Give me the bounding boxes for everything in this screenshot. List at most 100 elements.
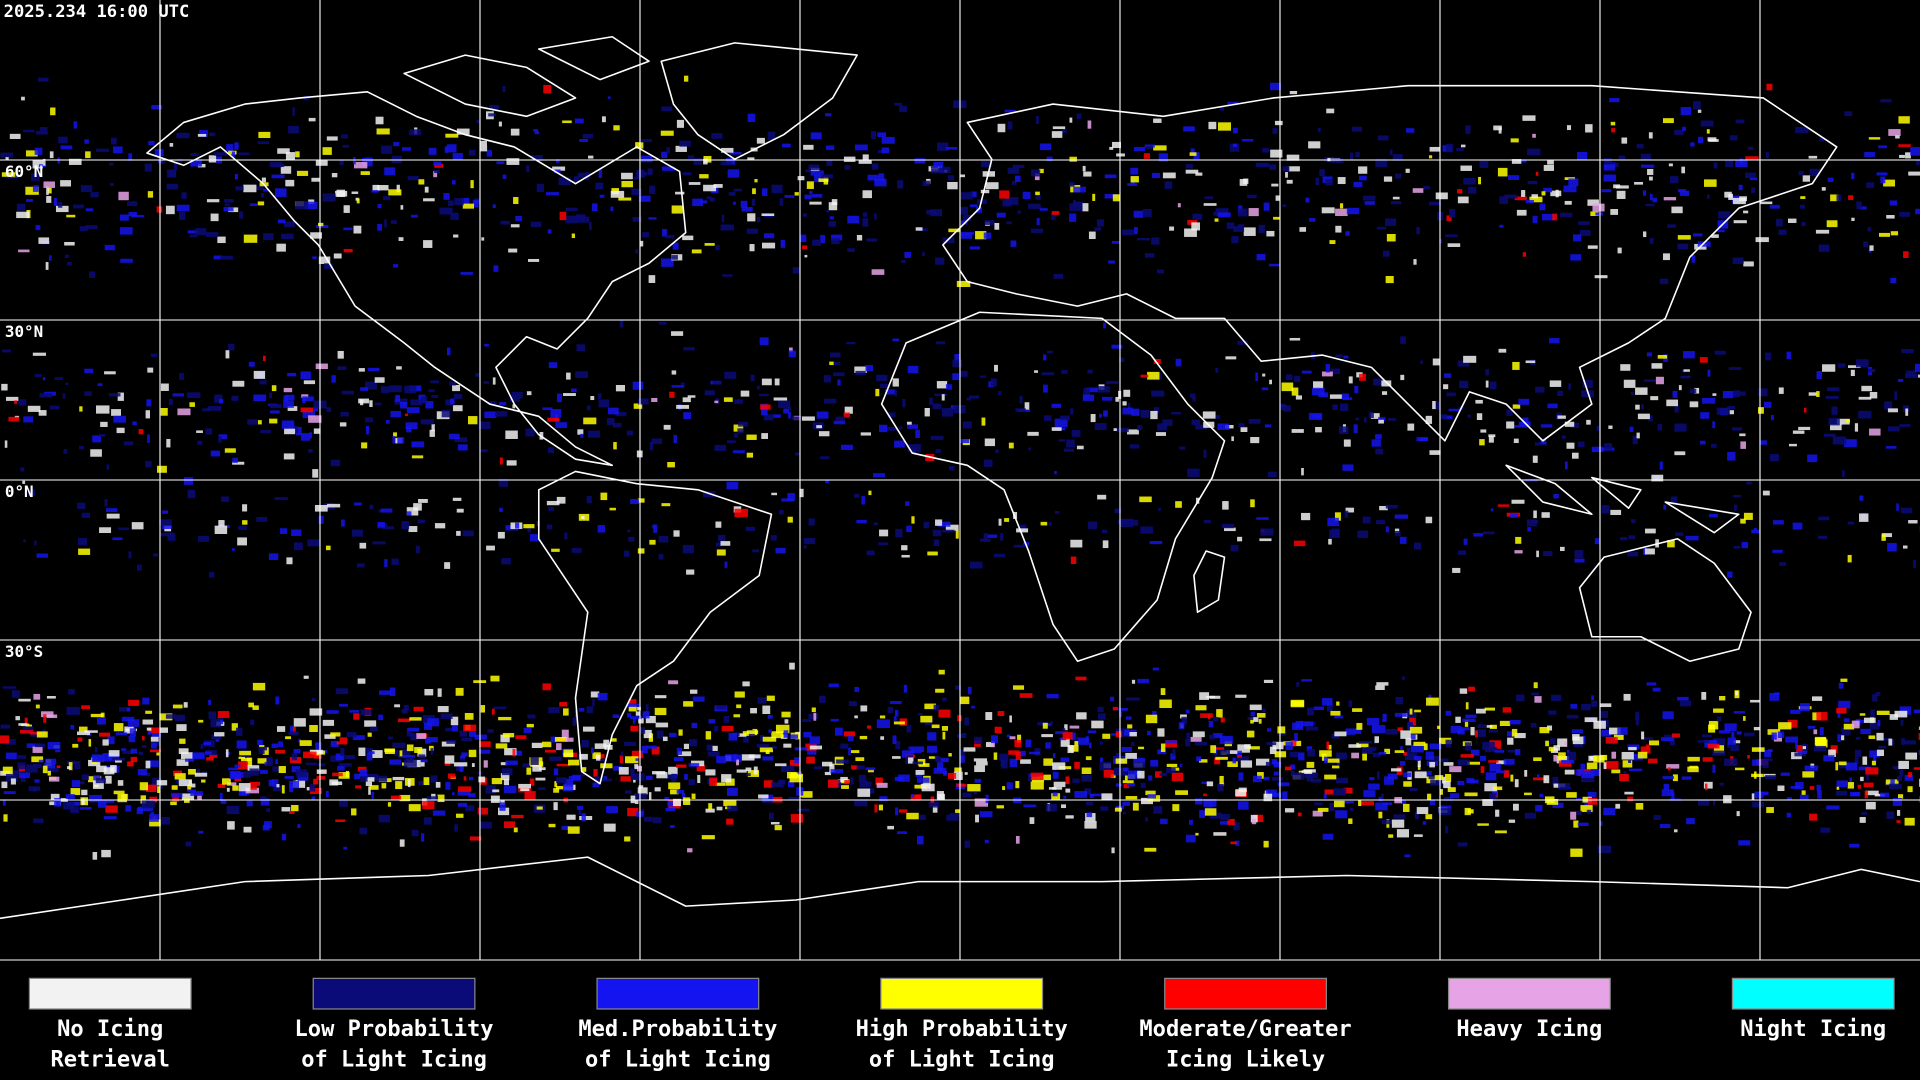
icing-cell [1162,172,1176,179]
icing-cell [208,699,211,705]
icing-cell [630,725,639,732]
icing-cell [477,807,488,815]
icing-cell [1374,736,1380,743]
icing-cell [1099,413,1102,418]
icing-cell [1835,790,1848,796]
icing-cell [461,737,473,742]
icing-cell [47,768,59,773]
icing-cell [1858,396,1872,400]
icing-cell [1613,734,1624,740]
icing-cell [1880,176,1886,184]
icing-cell [316,776,326,780]
icing-cell [841,785,849,789]
icing-cell [1429,799,1435,806]
icing-cell [1241,138,1254,142]
icing-cell [893,716,897,721]
icing-cell [1907,772,1913,777]
icing-cell [132,421,137,426]
icing-cell [303,380,316,385]
icing-cell [1727,743,1730,749]
icing-cell [1759,440,1767,445]
icing-cell [71,780,81,788]
icing-cell [128,736,136,743]
icing-cell [1133,757,1146,766]
icing-cell [508,248,518,253]
icing-cell [1423,743,1428,751]
icing-cell [96,717,106,725]
icing-cell [994,364,998,372]
icing-cell [410,214,418,218]
icing-cell [1550,738,1556,745]
icing-cell [1576,810,1582,815]
icing-cell [532,764,542,772]
icing-cell [190,791,204,796]
icing-cell [804,194,812,200]
icing-cell [1019,750,1026,757]
icing-cell [1788,218,1797,223]
icing-cell [1097,706,1104,713]
icing-cell [325,790,329,798]
icing-cell [486,150,492,157]
icing-cell [1282,204,1287,208]
icing-cell [376,775,388,782]
icing-cell [219,792,223,802]
icing-cell [35,225,41,231]
icing-cell [1020,525,1025,530]
icing-cell [885,426,897,431]
icing-cell [1502,707,1512,713]
icing-cell [1593,755,1605,763]
icing-cell [1687,766,1699,773]
icing-cell [874,804,878,813]
icing-cell [1332,404,1338,411]
icing-cell [1445,774,1452,782]
icing-cell [1804,765,1819,771]
icing-cell [794,452,801,456]
icing-cell [789,347,793,353]
icing-cell [938,709,951,718]
icing-cell [1111,240,1121,244]
icing-cell [1761,759,1769,768]
icing-cell [1082,203,1089,212]
icing-cell [1432,358,1440,366]
icing-cell [324,263,334,270]
icing-cell [1062,728,1066,736]
icing-cell [761,407,768,416]
icing-cell [1262,708,1266,713]
icing-cell [1790,786,1801,789]
icing-cell [1209,734,1215,740]
icing-cell [1087,730,1097,734]
icing-cell [106,736,115,745]
icing-cell [959,696,970,705]
icing-cell [470,180,474,189]
icing-cell [668,680,679,685]
icing-cell [70,806,79,813]
icing-cell [500,773,510,781]
icing-cell [881,136,895,144]
icing-cell [159,713,173,721]
icing-cell [935,257,945,265]
icing-cell [1582,735,1586,745]
icing-cell [393,749,399,756]
icing-cell [381,783,387,789]
icing-cell [566,372,571,380]
icing-cell [1255,372,1259,382]
icing-cell [541,741,552,748]
icing-cell [452,152,463,160]
icing-cell [158,161,166,164]
icing-cell [858,160,872,164]
icing-cell [1237,208,1248,217]
icing-cell [246,800,253,807]
icing-cell [824,771,832,776]
icing-cell [2,766,13,774]
icing-cell [715,782,726,786]
icing-cell [315,363,328,370]
icing-cell [556,496,566,504]
icing-cell [1265,789,1277,797]
icing-cell [1334,731,1347,737]
icing-cell [1913,559,1917,568]
icing-cell [248,702,254,708]
icing-cell [794,192,799,196]
icing-cell [1836,418,1850,425]
antarctica [0,856,1920,920]
icing-cell [1236,756,1249,762]
